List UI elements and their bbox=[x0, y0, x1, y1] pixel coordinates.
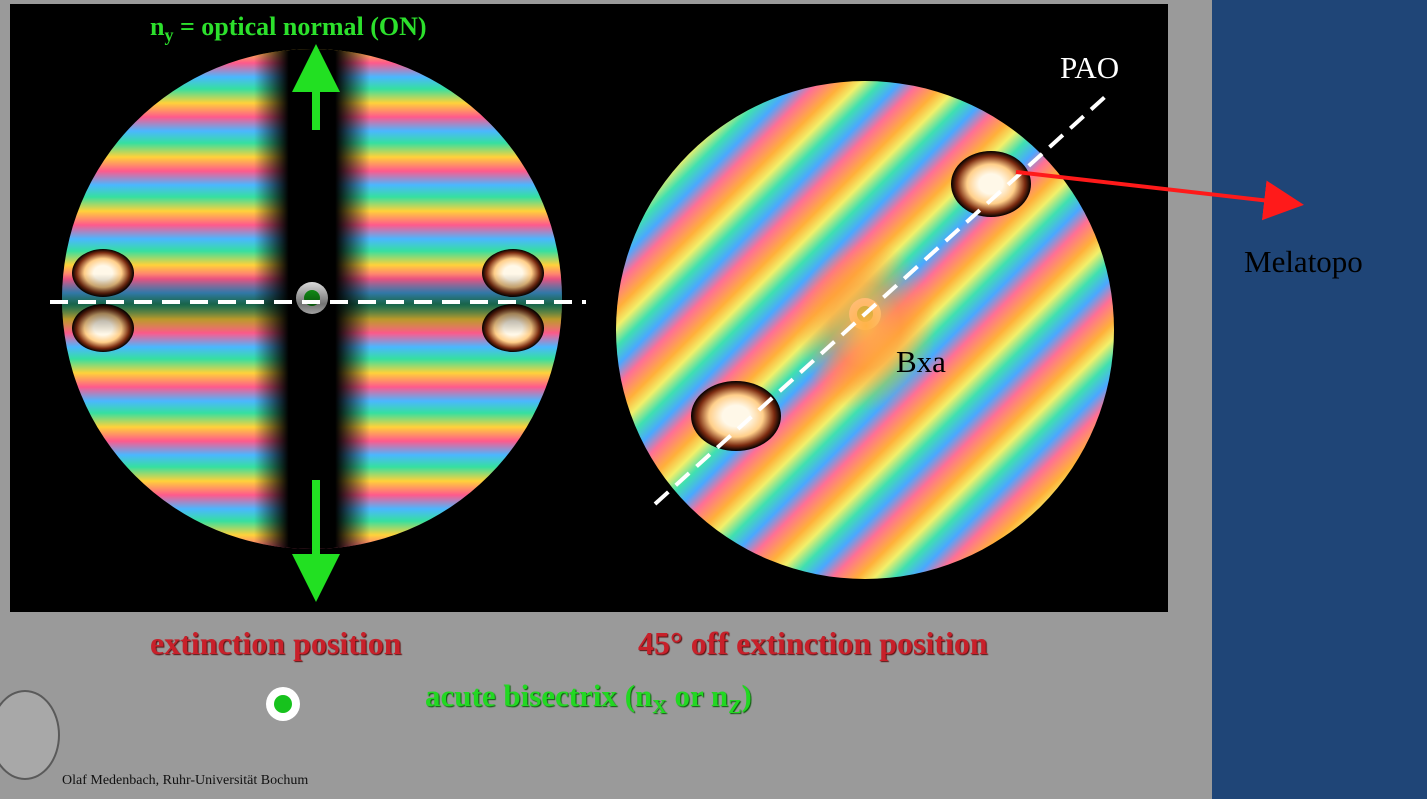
melatopo-label: Melatopo bbox=[1244, 244, 1363, 279]
pao-dashed-line bbox=[653, 94, 1108, 506]
green-dot-icon bbox=[266, 687, 300, 721]
melatope-arrow bbox=[1015, 170, 1304, 221]
pao-label: PAO bbox=[1060, 50, 1120, 85]
university-seal-icon bbox=[0, 690, 60, 780]
off-extinction-position-title: 45° off extinction position bbox=[638, 625, 988, 661]
acute-bisectrix-legend: acute bisectrix (nX or nZ) bbox=[425, 678, 752, 719]
bxa-label: Bxa bbox=[896, 344, 946, 379]
melatope-lower bbox=[691, 381, 781, 451]
optical-normal-label: ny = optical normal (ON) bbox=[150, 12, 427, 46]
credit-text: Olaf Medenbach, Ruhr-Universität Bochum bbox=[62, 773, 309, 788]
melatope-upper bbox=[951, 151, 1031, 217]
extinction-position-title: extinction position bbox=[150, 625, 402, 661]
